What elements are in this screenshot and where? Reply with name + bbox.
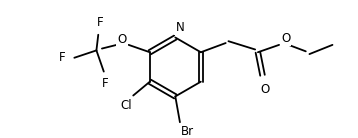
Text: F: F — [102, 77, 109, 90]
Text: Br: Br — [181, 125, 194, 138]
Text: F: F — [97, 16, 103, 29]
Text: F: F — [59, 51, 66, 64]
Text: Cl: Cl — [120, 99, 132, 112]
Text: O: O — [261, 83, 270, 95]
Text: O: O — [117, 33, 127, 46]
Text: N: N — [175, 21, 184, 34]
Text: O: O — [281, 32, 290, 45]
